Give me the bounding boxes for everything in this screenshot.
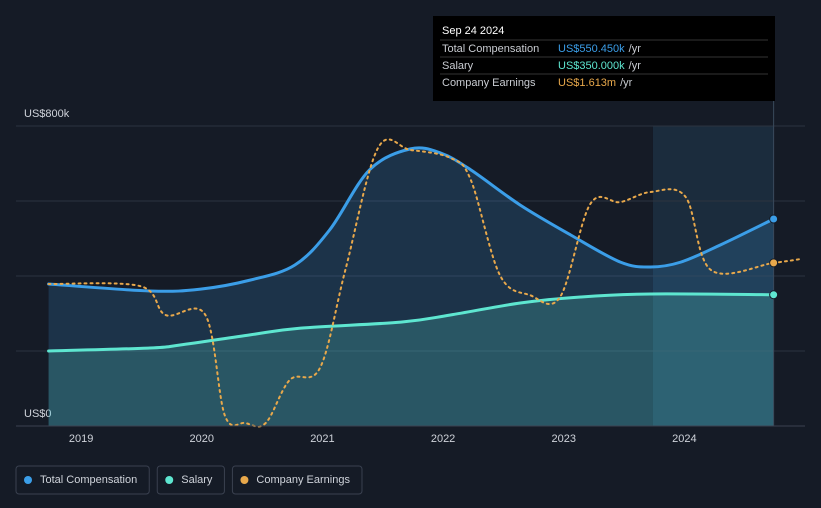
- legend-box: [156, 465, 225, 495]
- end-dot: [769, 290, 779, 300]
- legend-item[interactable]: Salary: [156, 465, 225, 495]
- series-line: [47, 146, 776, 293]
- tooltip-value: US$1.613m: [558, 77, 616, 89]
- legend-swatch: [24, 476, 32, 484]
- tooltip-box: [433, 16, 775, 101]
- end-dot: [769, 214, 779, 224]
- x-tick-label: 2019: [69, 433, 93, 445]
- legend-swatch: [240, 476, 249, 484]
- tooltip-unit: /yr: [629, 43, 642, 55]
- legend-box: [231, 465, 363, 495]
- tooltip-date: Sep 24 2024: [442, 25, 504, 37]
- series-area: [48, 147, 774, 426]
- x-tick-label: 2023: [551, 433, 575, 445]
- tooltip-unit: /yr: [629, 60, 642, 72]
- legend-item[interactable]: Company Earnings: [231, 465, 363, 495]
- y-tick-label: US$0: [24, 408, 52, 420]
- end-dot: [769, 258, 779, 268]
- tooltip-value: US$350.000k: [558, 60, 625, 72]
- x-tick-label: 2022: [431, 433, 455, 445]
- legend-label: Company Earnings: [256, 474, 350, 486]
- tooltip-label: Company Earnings: [442, 77, 536, 89]
- series-line: [47, 292, 776, 353]
- legend-swatch: [165, 476, 174, 484]
- x-tick-label: 2020: [190, 433, 214, 445]
- legend-box: [15, 465, 150, 495]
- tooltip-label: Total Compensation: [442, 43, 539, 55]
- tooltip-unit: /yr: [620, 77, 633, 89]
- legend-label: Total Compensation: [40, 474, 137, 486]
- legend-item[interactable]: Total Compensation: [15, 465, 150, 495]
- series-line: [47, 138, 802, 428]
- x-tick-label: 2024: [672, 433, 696, 445]
- legend-label: Salary: [181, 474, 213, 486]
- series-area: [48, 293, 774, 426]
- y-tick-label: US$800k: [24, 108, 70, 120]
- x-tick-label: 2021: [310, 433, 334, 445]
- tooltip-label: Salary: [442, 60, 474, 72]
- tooltip-value: US$550.450k: [558, 43, 625, 55]
